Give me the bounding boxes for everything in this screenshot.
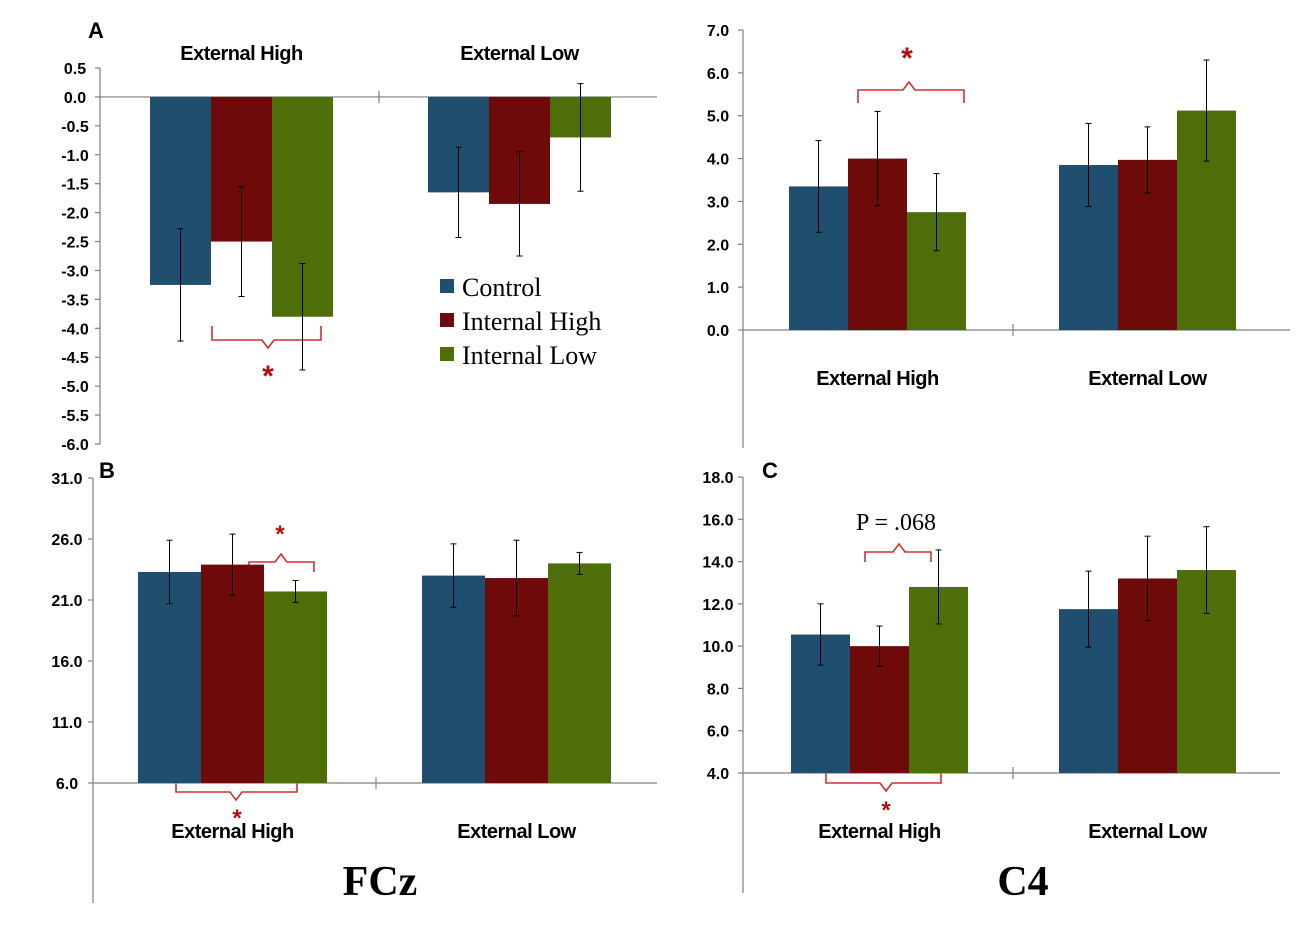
brace-c-lower	[825, 772, 942, 793]
y-tick-label-3-4: 10.0	[702, 639, 733, 656]
category-label-1-1: External Low	[1088, 368, 1207, 390]
y-tick-label-1-5: 2.0	[707, 237, 729, 254]
category-label-3-1: External Low	[1088, 821, 1207, 843]
sig-star-b-lower: *	[232, 805, 242, 832]
legend-swatch-control	[440, 279, 454, 293]
p-value-c-text: P = .068	[856, 510, 936, 536]
bar-2-0-0	[138, 571, 201, 783]
y-tick-label-0-0: 0.5	[64, 61, 86, 78]
y-tick-label-0-6: -2.5	[61, 235, 89, 252]
category-label-0-0: External High	[180, 43, 302, 65]
y-tick-label-2-3: 16.0	[51, 654, 82, 671]
y-tick-label-3-7: 4.0	[707, 766, 729, 783]
panel-label-a: A	[88, 18, 104, 43]
y-tick-label-1-6: 1.0	[707, 280, 729, 297]
y-tick-label-2-1: 26.0	[51, 532, 82, 549]
y-tick-label-0-1: 0.0	[64, 90, 86, 107]
y-tick-label-2-2: 21.0	[51, 593, 82, 610]
y-tick-label-0-3: -1.0	[61, 148, 89, 165]
y-tick-label-1-7: 0.0	[707, 323, 729, 340]
legend-label-internal-high: Internal High	[462, 307, 601, 336]
y-tick-label-3-1: 16.0	[702, 512, 733, 529]
legend-swatch-internal-high	[440, 313, 454, 327]
category-label-2-1: External Low	[457, 821, 576, 843]
panel-label-b: B	[99, 458, 115, 483]
y-tick-label-1-0: 7.0	[707, 23, 729, 40]
y-tick-label-0-9: -4.0	[61, 321, 89, 338]
y-tick-label-0-8: -3.5	[61, 292, 89, 309]
y-tick-label-0-4: -1.5	[61, 177, 89, 194]
y-tick-label-0-7: -3.0	[61, 263, 89, 280]
y-tick-label-3-0: 18.0	[702, 470, 733, 487]
sig-star-a-fcz: *	[262, 360, 274, 393]
bar-2-1-0	[422, 575, 485, 783]
category-label-2-0: External High	[171, 821, 293, 843]
brace-a-c4	[857, 80, 965, 103]
legend-swatch-internal-low	[440, 347, 454, 361]
legend: Control Internal High Internal Low	[440, 273, 601, 370]
y-tick-label-0-11: -5.0	[61, 379, 89, 396]
bar-2-0-2	[264, 591, 327, 783]
electrode-label-c4: C4	[997, 859, 1048, 905]
sig-star-b-upper: *	[275, 521, 285, 548]
electrode-label-fcz: FCz	[343, 859, 418, 905]
bar-2-0-1	[201, 564, 264, 783]
y-tick-label-2-0: 31.0	[51, 471, 82, 488]
sig-star-a-c4: *	[901, 42, 913, 75]
sig-star-c-lower: *	[881, 797, 891, 824]
y-tick-label-0-10: -4.5	[61, 350, 89, 367]
bar-3-0-1	[850, 646, 909, 773]
brace-a-fcz	[211, 326, 322, 350]
y-tick-label-1-1: 6.0	[707, 66, 729, 83]
category-label-0-1: External Low	[460, 43, 579, 65]
y-tick-label-0-12: -5.5	[61, 408, 89, 425]
y-tick-label-1-4: 3.0	[707, 194, 729, 211]
category-label-1-0: External High	[816, 368, 938, 390]
legend-label-internal-low: Internal Low	[462, 341, 597, 370]
y-tick-label-0-13: -6.0	[61, 437, 89, 454]
p-value-c: P = .068	[856, 510, 936, 536]
category-label-3-0: External High	[818, 821, 940, 843]
brace-b-lower	[175, 781, 298, 802]
brace-c-upper	[864, 542, 932, 562]
panel-label-c: C	[762, 458, 778, 483]
y-tick-label-1-2: 5.0	[707, 109, 729, 126]
y-tick-label-2-4: 11.0	[52, 715, 82, 732]
y-tick-label-3-3: 12.0	[702, 597, 733, 614]
bar-2-1-2	[548, 563, 611, 783]
brace-b-upper	[248, 552, 315, 572]
y-tick-label-3-6: 6.0	[707, 724, 729, 741]
y-tick-label-0-5: -2.0	[61, 206, 89, 223]
y-tick-label-1-3: 4.0	[707, 152, 729, 169]
y-tick-label-2-5: 6.0	[56, 776, 78, 793]
y-tick-label-3-2: 14.0	[702, 555, 733, 572]
y-tick-label-0-2: -0.5	[61, 119, 89, 136]
legend-label-control: Control	[462, 273, 541, 302]
charts-layer: 0.5 0.0 -0.5 -1.0 -1.5 -2.0 -2.5 -3.0 -3.5 -4.0 -4…	[51, 23, 1290, 903]
y-tick-label-3-5: 8.0	[707, 681, 729, 698]
